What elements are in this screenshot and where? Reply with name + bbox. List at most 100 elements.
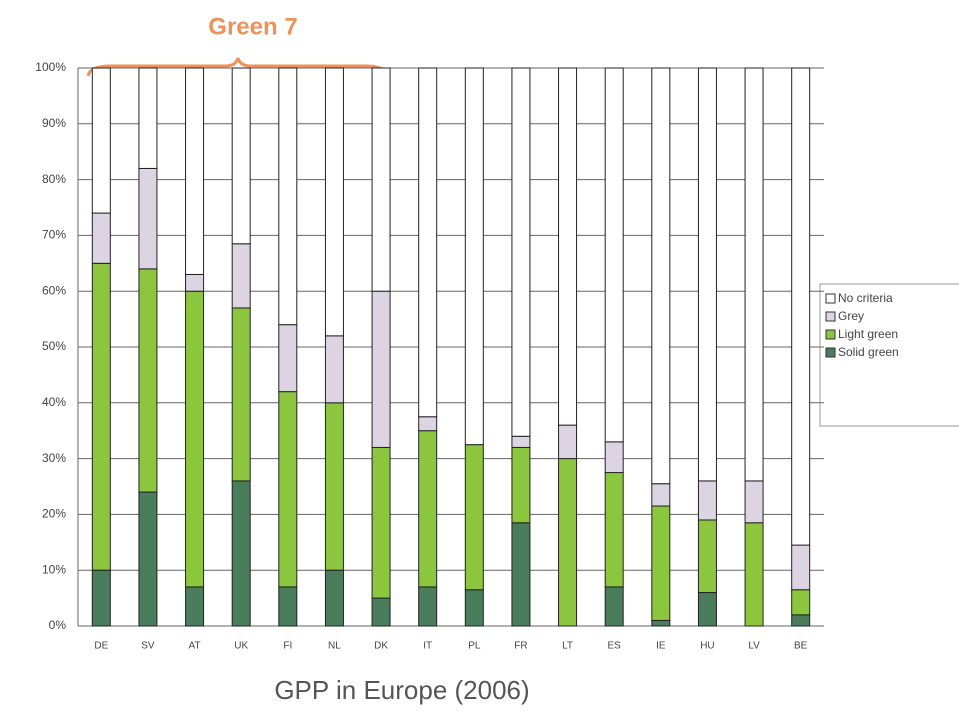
y-tick-label: 100% <box>35 60 66 74</box>
bar-segment <box>138 167 158 270</box>
bar-segment <box>278 391 298 588</box>
bar-segment <box>231 307 251 482</box>
y-tick-label: 90% <box>42 116 66 130</box>
bar-segment <box>324 67 344 337</box>
x-tick-label: SV <box>141 641 155 652</box>
bar-segment <box>91 212 111 264</box>
legend <box>819 283 959 427</box>
bar-segment <box>371 597 391 627</box>
y-tick-label: 50% <box>42 339 66 353</box>
bar-segment <box>697 67 717 482</box>
y-tick-label: 10% <box>42 562 66 576</box>
bar-segment <box>697 519 717 594</box>
y-tick-label: 30% <box>42 451 66 465</box>
x-tick-label: LT <box>562 641 573 652</box>
bar-segment <box>744 67 764 482</box>
legend-label: Solid green <box>838 345 899 359</box>
bar-segment <box>324 569 344 627</box>
legend-swatch <box>825 293 836 304</box>
bar-segment <box>511 446 531 524</box>
x-tick-label: AT <box>189 641 201 652</box>
bar-segment <box>231 480 251 627</box>
bar-segment <box>418 586 438 627</box>
bar-segment <box>418 430 438 588</box>
bar-segment <box>371 446 391 599</box>
bar-segment <box>371 67 391 292</box>
bar-segment <box>791 589 811 616</box>
chart-title: GPP in Europe (2006) <box>274 675 529 705</box>
x-tick-label: FR <box>514 641 527 652</box>
y-tick-label: 70% <box>42 228 66 242</box>
legend-swatch <box>825 347 836 358</box>
bar-segment <box>464 444 484 591</box>
x-tick-label: IE <box>656 641 666 652</box>
bar-segment <box>185 290 205 588</box>
x-tick-label: BE <box>794 641 808 652</box>
legend-label: Grey <box>838 309 864 323</box>
bar-segment <box>651 619 671 627</box>
x-tick-label: LV <box>748 641 760 652</box>
bar-segment <box>138 268 158 493</box>
bar-segment <box>324 335 344 404</box>
legend-label: No criteria <box>838 291 893 305</box>
bar-segment <box>278 67 298 326</box>
x-tick-label: PL <box>468 641 481 652</box>
y-tick-label: 0% <box>49 618 67 632</box>
x-tick-label: ES <box>608 641 622 652</box>
bar-segment <box>791 67 811 546</box>
bar-segment <box>651 67 671 485</box>
y-tick-label: 40% <box>42 395 66 409</box>
bar-segment <box>464 67 484 446</box>
legend-swatch <box>825 311 836 322</box>
bar-segment <box>185 586 205 627</box>
bar-segment <box>511 522 531 627</box>
bar-segment <box>651 483 671 507</box>
bar-segment <box>278 324 298 393</box>
bar-segment <box>231 243 251 309</box>
bar-segment <box>744 480 764 524</box>
y-tick-label: 60% <box>42 283 66 297</box>
bar-segment <box>697 480 717 521</box>
x-tick-label: NL <box>328 641 341 652</box>
bar-segment <box>604 441 624 474</box>
bar-segment <box>604 586 624 627</box>
bar-segment <box>418 416 438 432</box>
bar-segment <box>791 544 811 591</box>
bar-segment <box>558 424 578 460</box>
bar-segment <box>185 67 205 275</box>
bar-segment <box>511 435 531 448</box>
x-tick-label: FI <box>283 641 292 652</box>
bar-segment <box>91 262 111 571</box>
bar-segment <box>604 67 624 443</box>
bar-segment <box>558 458 578 627</box>
y-tick-label: 80% <box>42 172 66 186</box>
bar-segment <box>418 67 438 418</box>
bar-segment <box>697 592 717 627</box>
x-tick-label: HU <box>700 641 714 652</box>
bar-segment <box>138 67 158 169</box>
bar-segment <box>791 614 811 627</box>
bar-segment <box>278 586 298 627</box>
x-tick-label: IT <box>423 641 432 652</box>
bar-segment <box>91 569 111 627</box>
y-tick-label: 20% <box>42 507 66 521</box>
x-tick-label: UK <box>234 641 248 652</box>
x-tick-label: DE <box>94 641 108 652</box>
bar-segment <box>371 290 391 448</box>
bar-segment <box>511 67 531 437</box>
bar-segment <box>138 491 158 627</box>
bar-segment <box>185 273 205 292</box>
bar-segment <box>91 67 111 214</box>
legend-label: Light green <box>838 327 898 341</box>
annotation: Green 7 <box>208 13 297 40</box>
bar-segment <box>604 472 624 588</box>
x-tick-label: DK <box>374 641 388 652</box>
legend-swatch <box>825 329 836 340</box>
bar-segment <box>231 67 251 245</box>
bar-segment <box>464 589 484 627</box>
brace <box>86 57 390 77</box>
bar-segment <box>558 67 578 426</box>
bar-segment <box>651 505 671 621</box>
